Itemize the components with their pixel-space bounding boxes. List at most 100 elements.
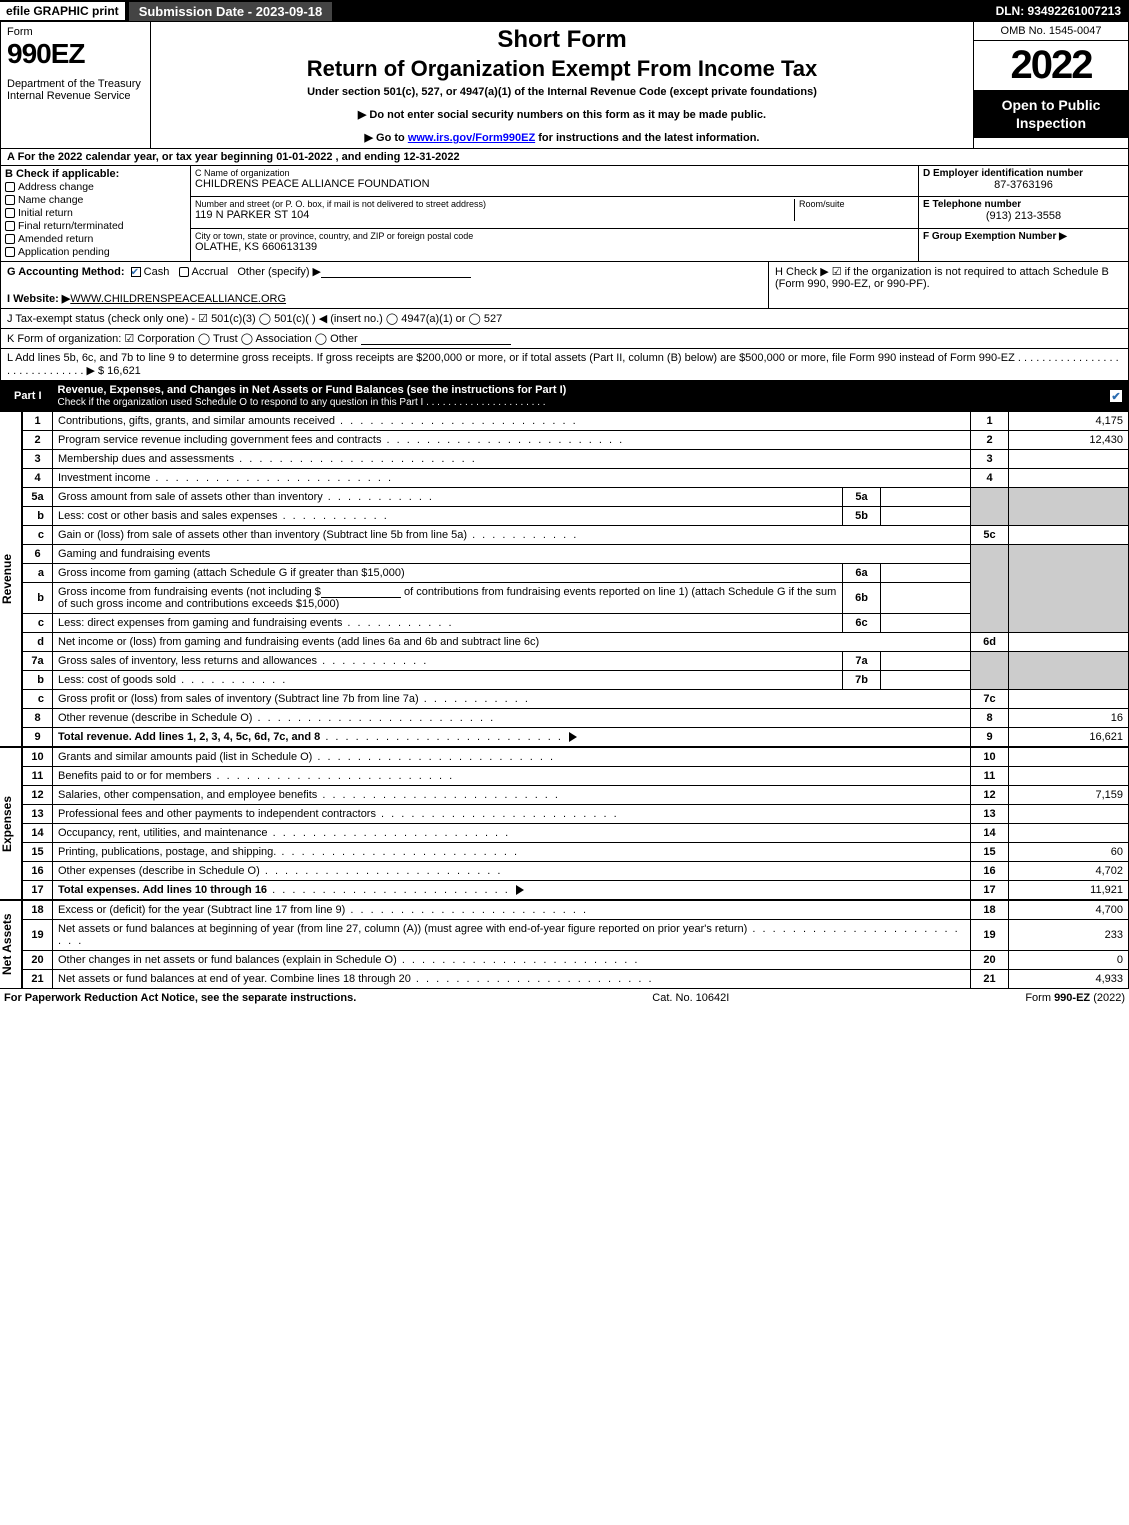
other-org-blank[interactable]: [361, 333, 511, 345]
line-4: 4Investment income4: [23, 469, 1129, 488]
chk-name-change[interactable]: [5, 195, 15, 205]
l1-desc: Contributions, gifts, grants, and simila…: [58, 415, 335, 427]
l6c-box: 6c: [843, 614, 881, 633]
lbl-initial-return: Initial return: [18, 207, 73, 219]
chk-cash[interactable]: [131, 267, 141, 277]
top-bar: efile GRAPHIC print Submission Date - 20…: [0, 0, 1129, 22]
l19-amt: 233: [1009, 920, 1129, 951]
row-j: J Tax-exempt status (check only one) - ☑…: [0, 309, 1129, 329]
info-grid: B Check if applicable: Address change Na…: [0, 166, 1129, 262]
line-5a: 5aGross amount from sale of assets other…: [23, 488, 1129, 507]
line-3: 3Membership dues and assessments3: [23, 450, 1129, 469]
accounting-label: G Accounting Method:: [7, 266, 125, 278]
l5c-num: 5c: [971, 526, 1009, 545]
row-h: H Check ▶ ☑ if the organization is not r…: [768, 262, 1128, 308]
netassets-section: Net Assets 18Excess or (deficit) for the…: [0, 900, 1129, 989]
chk-address-change[interactable]: [5, 182, 15, 192]
l5a-box: 5a: [843, 488, 881, 507]
l5b-box: 5b: [843, 507, 881, 526]
ein-value: 87-3763196: [923, 179, 1124, 191]
l8-num: 8: [971, 709, 1009, 728]
lbl-amended-return: Amended return: [18, 233, 93, 245]
lbl-cash: Cash: [144, 266, 170, 278]
l9-amt: 16,621: [1009, 728, 1129, 747]
chk-initial-return[interactable]: [5, 208, 15, 218]
header-center: Short Form Return of Organization Exempt…: [151, 22, 973, 148]
row-g: G Accounting Method: Cash Accrual Other …: [1, 262, 768, 308]
l11-amt: [1009, 767, 1129, 786]
other-specify-blank[interactable]: [321, 266, 471, 278]
l21-desc: Net assets or fund balances at end of ye…: [58, 973, 411, 985]
row-gh: G Accounting Method: Cash Accrual Other …: [0, 262, 1129, 309]
box-d: D Employer identification number 87-3763…: [918, 166, 1128, 197]
l6c-desc: Less: direct expenses from gaming and fu…: [58, 617, 342, 629]
l20-desc: Other changes in net assets or fund bala…: [58, 954, 397, 966]
l13-desc: Professional fees and other payments to …: [58, 808, 376, 820]
line-16: 16Other expenses (describe in Schedule O…: [23, 862, 1129, 881]
irs-link[interactable]: www.irs.gov/Form990EZ: [408, 132, 535, 144]
part1-checkbox[interactable]: ✔: [1109, 389, 1123, 403]
l5c-desc: Gain or (loss) from sale of assets other…: [58, 529, 467, 541]
line-19: 19Net assets or fund balances at beginni…: [23, 920, 1129, 951]
efile-label[interactable]: efile GRAPHIC print: [0, 2, 125, 20]
irs-label: Internal Revenue Service: [7, 90, 144, 102]
box-b-title: B Check if applicable:: [5, 168, 186, 180]
lbl-accrual: Accrual: [192, 266, 229, 278]
website-value[interactable]: WWW.CHILDRENSPEACEALLIANCE.ORG: [70, 293, 286, 305]
l19-num: 19: [971, 920, 1009, 951]
l12-num: 12: [971, 786, 1009, 805]
l7a-box: 7a: [843, 652, 881, 671]
box-c-addr: Number and street (or P. O. box, if mail…: [191, 197, 918, 228]
chk-amended-return[interactable]: [5, 234, 15, 244]
line-9: 9Total revenue. Add lines 1, 2, 3, 4, 5c…: [23, 728, 1129, 747]
line-6: 6Gaming and fundraising events: [23, 545, 1129, 564]
line-18: 18 Excess or (deficit) for the year (Subt…: [23, 901, 1129, 920]
phone-label: E Telephone number: [923, 199, 1124, 210]
chk-final-return[interactable]: [5, 221, 15, 231]
line-6b: bGross income from fundraising events (n…: [23, 583, 1129, 614]
addr-value: 119 N PARKER ST 104: [195, 209, 794, 221]
expenses-table: 10Grants and similar amounts paid (list …: [22, 747, 1129, 900]
row-l: L Add lines 5b, 6c, and 7b to line 9 to …: [0, 349, 1129, 381]
l9-desc: Total revenue. Add lines 1, 2, 3, 4, 5c,…: [58, 731, 320, 743]
l7c-desc: Gross profit or (loss) from sales of inv…: [58, 693, 419, 705]
l8-desc: Other revenue (describe in Schedule O): [58, 712, 252, 724]
revenue-table: 1 Contributions, gifts, grants, and simil…: [22, 411, 1129, 747]
line-17: 17Total expenses. Add lines 10 through 1…: [23, 881, 1129, 900]
l6b-blank[interactable]: [321, 586, 401, 598]
part1-label: Part I: [6, 388, 50, 404]
l10-desc: Grants and similar amounts paid (list in…: [58, 751, 312, 763]
part1-sub: Check if the organization used Schedule …: [58, 397, 546, 408]
line-15: 15Printing, publications, postage, and s…: [23, 843, 1129, 862]
line-11: 11Benefits paid to or for members11: [23, 767, 1129, 786]
dept-treasury: Department of the Treasury: [7, 78, 144, 90]
l7c-amt: [1009, 690, 1129, 709]
room-label: Room/suite: [799, 199, 914, 209]
l14-amt: [1009, 824, 1129, 843]
arrow-icon: [516, 885, 524, 895]
l11-num: 11: [971, 767, 1009, 786]
l18-num: 18: [971, 901, 1009, 920]
l20-num: 20: [971, 951, 1009, 970]
l18-desc: Excess or (deficit) for the year (Subtra…: [58, 904, 345, 916]
part1-desc: Revenue, Expenses, and Changes in Net As…: [58, 384, 1109, 408]
line-5c: cGain or (loss) from sale of assets othe…: [23, 526, 1129, 545]
l17-amt: 11,921: [1009, 881, 1129, 900]
form-word: Form: [7, 26, 144, 38]
line-6a: aGross income from gaming (attach Schedu…: [23, 564, 1129, 583]
expenses-side-label: Expenses: [0, 747, 22, 900]
l3-desc: Membership dues and assessments: [58, 453, 234, 465]
l7a-desc: Gross sales of inventory, less returns a…: [58, 655, 317, 667]
box-b: B Check if applicable: Address change Na…: [1, 166, 191, 262]
header-right: OMB No. 1545-0047 2022 Open to Public In…: [973, 22, 1128, 148]
l1-num: 1: [971, 412, 1009, 431]
chk-accrual[interactable]: [179, 267, 189, 277]
gross-receipts: 16,621: [107, 365, 141, 377]
chk-application-pending[interactable]: [5, 247, 15, 257]
line-6c: cLess: direct expenses from gaming and f…: [23, 614, 1129, 633]
part1-header: Part I Revenue, Expenses, and Changes in…: [0, 381, 1129, 411]
expenses-section: Expenses 10Grants and similar amounts pa…: [0, 747, 1129, 900]
tax-year: 2022: [974, 41, 1128, 90]
l6a-desc: Gross income from gaming (attach Schedul…: [58, 567, 405, 579]
l4-num: 4: [971, 469, 1009, 488]
